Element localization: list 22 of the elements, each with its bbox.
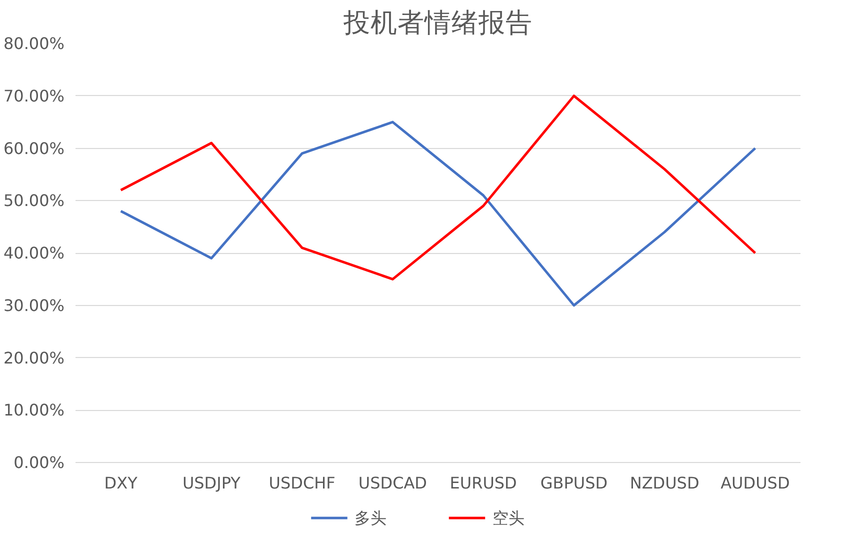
y-tick-label: 10.00%: [3, 400, 65, 420]
x-tick-label: DXY: [104, 474, 138, 492]
x-tick-label: AUDUSD: [720, 474, 790, 492]
legend-label: 空头: [492, 508, 524, 528]
y-tick-label: 70.00%: [3, 86, 65, 106]
x-tick-label: USDJPY: [182, 474, 241, 492]
y-tick-label: 50.00%: [3, 191, 65, 210]
x-tick-label: GBPUSD: [540, 474, 608, 492]
y-tick-label: 80.00%: [3, 34, 65, 53]
y-tick-label: 40.00%: [3, 244, 65, 262]
x-tick-label: USDCAD: [358, 474, 427, 492]
x-tick-label: USDCHF: [268, 474, 336, 492]
y-tick-label: 60.00%: [3, 138, 65, 158]
chart-title: 投机者情绪报告: [342, 8, 532, 38]
y-tick-label: 20.00%: [3, 348, 65, 368]
legend-label: 多头: [354, 508, 387, 528]
y-tick-label: 30.00%: [3, 296, 65, 315]
y-tick-label: 0.00%: [14, 453, 64, 472]
line-series: [120, 120, 756, 307]
x-tick-label: NZDUSD: [630, 474, 700, 492]
line-series: [120, 94, 756, 280]
x-tick-label: EURUSD: [450, 474, 517, 492]
